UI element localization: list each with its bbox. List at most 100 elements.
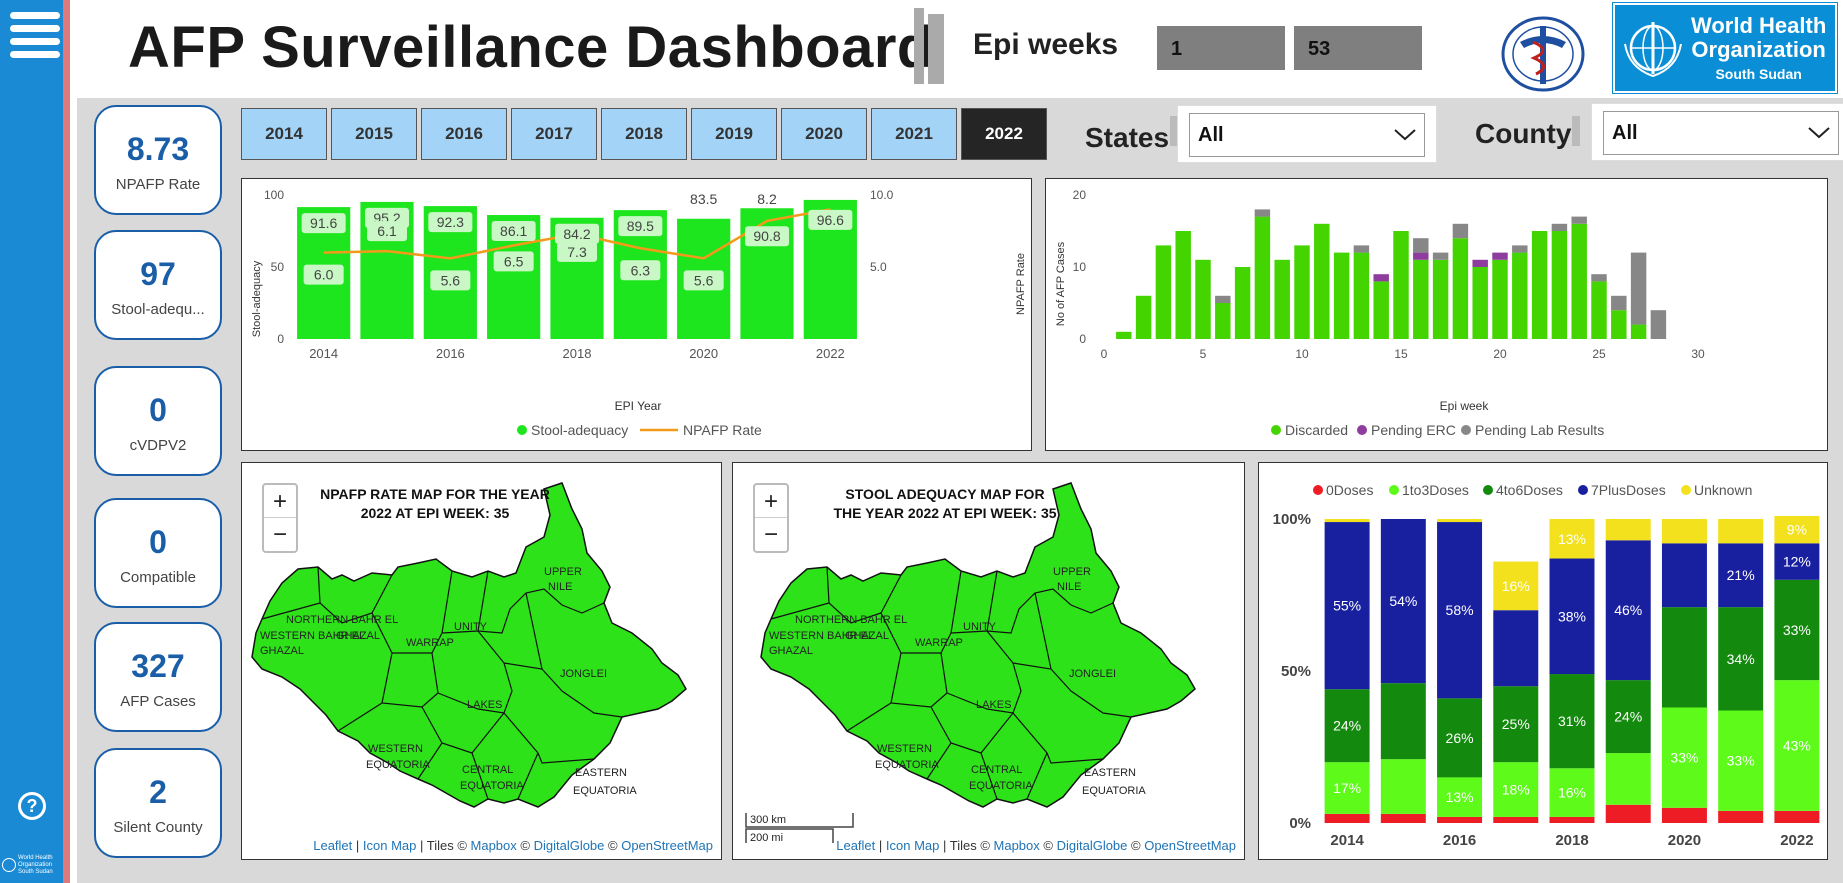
- zoom-out-button[interactable]: −: [763, 521, 778, 548]
- 7plusdoses-segment[interactable]: [1605, 540, 1651, 681]
- discarded-bar[interactable]: [1413, 259, 1429, 339]
- kpi-card-npafp-rate[interactable]: 8.73 NPAFP Rate: [94, 105, 222, 215]
- kpi-card-afp-cases[interactable]: 327 AFP Cases: [94, 622, 222, 732]
- zoom-in-button[interactable]: +: [264, 485, 296, 518]
- 7plusdoses-segment[interactable]: [1493, 610, 1539, 687]
- zoom-out-button[interactable]: −: [272, 521, 287, 548]
- icon-map-link[interactable]: Icon Map: [362, 838, 417, 853]
- 7plusdoses-segment[interactable]: [1437, 522, 1483, 699]
- year-button-2020[interactable]: 2020: [781, 108, 867, 160]
- 1to3doses-segment[interactable]: [1493, 762, 1539, 817]
- 1to3doses-segment[interactable]: [1774, 680, 1820, 811]
- south-sudan-states-map[interactable]: UPPER NILE NORTHERN BAHR EL WESTERN BAHR…: [242, 463, 721, 859]
- pending-lab-bar[interactable]: [1254, 209, 1271, 217]
- 0doses-segment[interactable]: [1493, 816, 1539, 823]
- discarded-bar[interactable]: [1492, 259, 1508, 339]
- 4to6doses-segment[interactable]: [1661, 607, 1707, 708]
- 0doses-segment[interactable]: [1437, 816, 1483, 823]
- 0doses-segment[interactable]: [1324, 813, 1370, 823]
- unknown-segment[interactable]: [1661, 519, 1707, 544]
- discarded-bar[interactable]: [1432, 259, 1449, 339]
- unknown-segment[interactable]: [1324, 519, 1370, 523]
- pending-lab-bar[interactable]: [1630, 252, 1647, 325]
- 0doses-segment[interactable]: [1661, 807, 1707, 823]
- kpi-card-compatible[interactable]: 0 Compatible: [94, 498, 222, 608]
- discarded-bar[interactable]: [1571, 223, 1587, 339]
- openstreetmap-link[interactable]: OpenStreetMap: [621, 838, 713, 853]
- epi-week-end-input[interactable]: 53: [1294, 26, 1422, 70]
- year-button-2016[interactable]: 2016: [421, 108, 507, 160]
- pending-erc-bar[interactable]: [1472, 259, 1488, 267]
- discarded-bar[interactable]: [1175, 231, 1191, 339]
- pending-lab-bar[interactable]: [1215, 295, 1231, 303]
- 4to6doses-segment[interactable]: [1718, 607, 1764, 711]
- 1to3doses-segment[interactable]: [1437, 777, 1483, 817]
- pending-lab-bar[interactable]: [1591, 274, 1607, 282]
- 4to6doses-segment[interactable]: [1380, 683, 1426, 760]
- 0doses-segment[interactable]: [1605, 804, 1651, 823]
- discarded-bar[interactable]: [1353, 252, 1370, 339]
- pending-lab-bar[interactable]: [1413, 238, 1429, 253]
- unknown-segment[interactable]: [1493, 561, 1539, 611]
- pending-lab-bar[interactable]: [1650, 310, 1667, 339]
- digitalglobe-link[interactable]: DigitalGlobe: [1056, 838, 1128, 853]
- 0doses-segment[interactable]: [1380, 813, 1426, 823]
- discarded-bar[interactable]: [1452, 238, 1469, 339]
- discarded-bar[interactable]: [1551, 231, 1568, 339]
- discarded-bar[interactable]: [1531, 231, 1548, 339]
- 1to3doses-segment[interactable]: [1605, 753, 1651, 805]
- 7plusdoses-segment[interactable]: [1774, 543, 1820, 580]
- pending-lab-bar[interactable]: [1432, 252, 1449, 260]
- pending-erc-bar[interactable]: [1492, 252, 1508, 260]
- discarded-bar[interactable]: [1630, 324, 1647, 339]
- discarded-bar[interactable]: [1611, 310, 1627, 339]
- epi-week-start-input[interactable]: 1: [1157, 26, 1285, 70]
- discarded-bar[interactable]: [1591, 281, 1607, 339]
- discarded-bar[interactable]: [1195, 259, 1211, 339]
- pending-lab-bar[interactable]: [1551, 223, 1568, 231]
- pending-lab-bar[interactable]: [1571, 216, 1587, 224]
- unknown-segment[interactable]: [1774, 515, 1820, 544]
- discarded-bar[interactable]: [1155, 245, 1172, 339]
- 7plusdoses-segment[interactable]: [1380, 519, 1426, 684]
- pending-erc-bar[interactable]: [1413, 252, 1429, 260]
- pending-lab-bar[interactable]: [1512, 245, 1528, 253]
- 4to6doses-segment[interactable]: [1549, 674, 1595, 769]
- discarded-bar[interactable]: [1393, 231, 1409, 339]
- discarded-bar[interactable]: [1274, 259, 1290, 339]
- hamburger-menu-icon[interactable]: [10, 12, 60, 60]
- mapbox-link[interactable]: Mapbox: [470, 838, 517, 853]
- 4to6doses-segment[interactable]: [1493, 686, 1539, 763]
- discarded-bar[interactable]: [1215, 303, 1231, 339]
- discarded-bar[interactable]: [1254, 216, 1271, 339]
- npafp-rate-map-panel[interactable]: UPPER NILE NORTHERN BAHR EL WESTERN BAHR…: [241, 462, 722, 860]
- pending-lab-bar[interactable]: [1611, 295, 1627, 311]
- openstreetmap-link[interactable]: OpenStreetMap: [1144, 838, 1236, 853]
- 0doses-segment[interactable]: [1718, 810, 1764, 823]
- leaflet-link[interactable]: Leaflet: [836, 838, 876, 853]
- year-button-2018[interactable]: 2018: [601, 108, 687, 160]
- pending-lab-bar[interactable]: [1452, 223, 1469, 239]
- 1to3doses-segment[interactable]: [1661, 707, 1707, 808]
- discarded-bar[interactable]: [1294, 245, 1310, 339]
- 1to3doses-segment[interactable]: [1380, 759, 1426, 814]
- 1to3doses-segment[interactable]: [1324, 762, 1370, 814]
- stool-adequacy-map-panel[interactable]: UPPER NILE NORTHERN BAHR EL WESTERN BAHR…: [732, 462, 1245, 860]
- discarded-bar[interactable]: [1314, 223, 1330, 339]
- kpi-card-cvdpv2[interactable]: 0 cVDPV2: [94, 366, 222, 476]
- discarded-bar[interactable]: [1116, 331, 1132, 339]
- zoom-in-button[interactable]: +: [755, 485, 787, 518]
- county-dropdown[interactable]: All: [1591, 103, 1843, 161]
- 0doses-segment[interactable]: [1774, 810, 1820, 823]
- year-button-2022[interactable]: 2022: [961, 108, 1047, 160]
- discarded-bar[interactable]: [1512, 252, 1528, 339]
- kpi-card-silent-county[interactable]: 2 Silent County: [94, 748, 222, 858]
- 7plusdoses-segment[interactable]: [1718, 543, 1764, 608]
- discarded-bar[interactable]: [1472, 267, 1488, 339]
- south-sudan-states-map[interactable]: UPPER NILE NORTHERN BAHR EL WESTERN BAHR…: [751, 463, 1230, 859]
- leaflet-link[interactable]: Leaflet: [313, 838, 353, 853]
- pending-lab-bar[interactable]: [1353, 245, 1370, 253]
- year-button-2015[interactable]: 2015: [331, 108, 417, 160]
- digitalglobe-link[interactable]: DigitalGlobe: [533, 838, 605, 853]
- discarded-bar[interactable]: [1333, 252, 1350, 339]
